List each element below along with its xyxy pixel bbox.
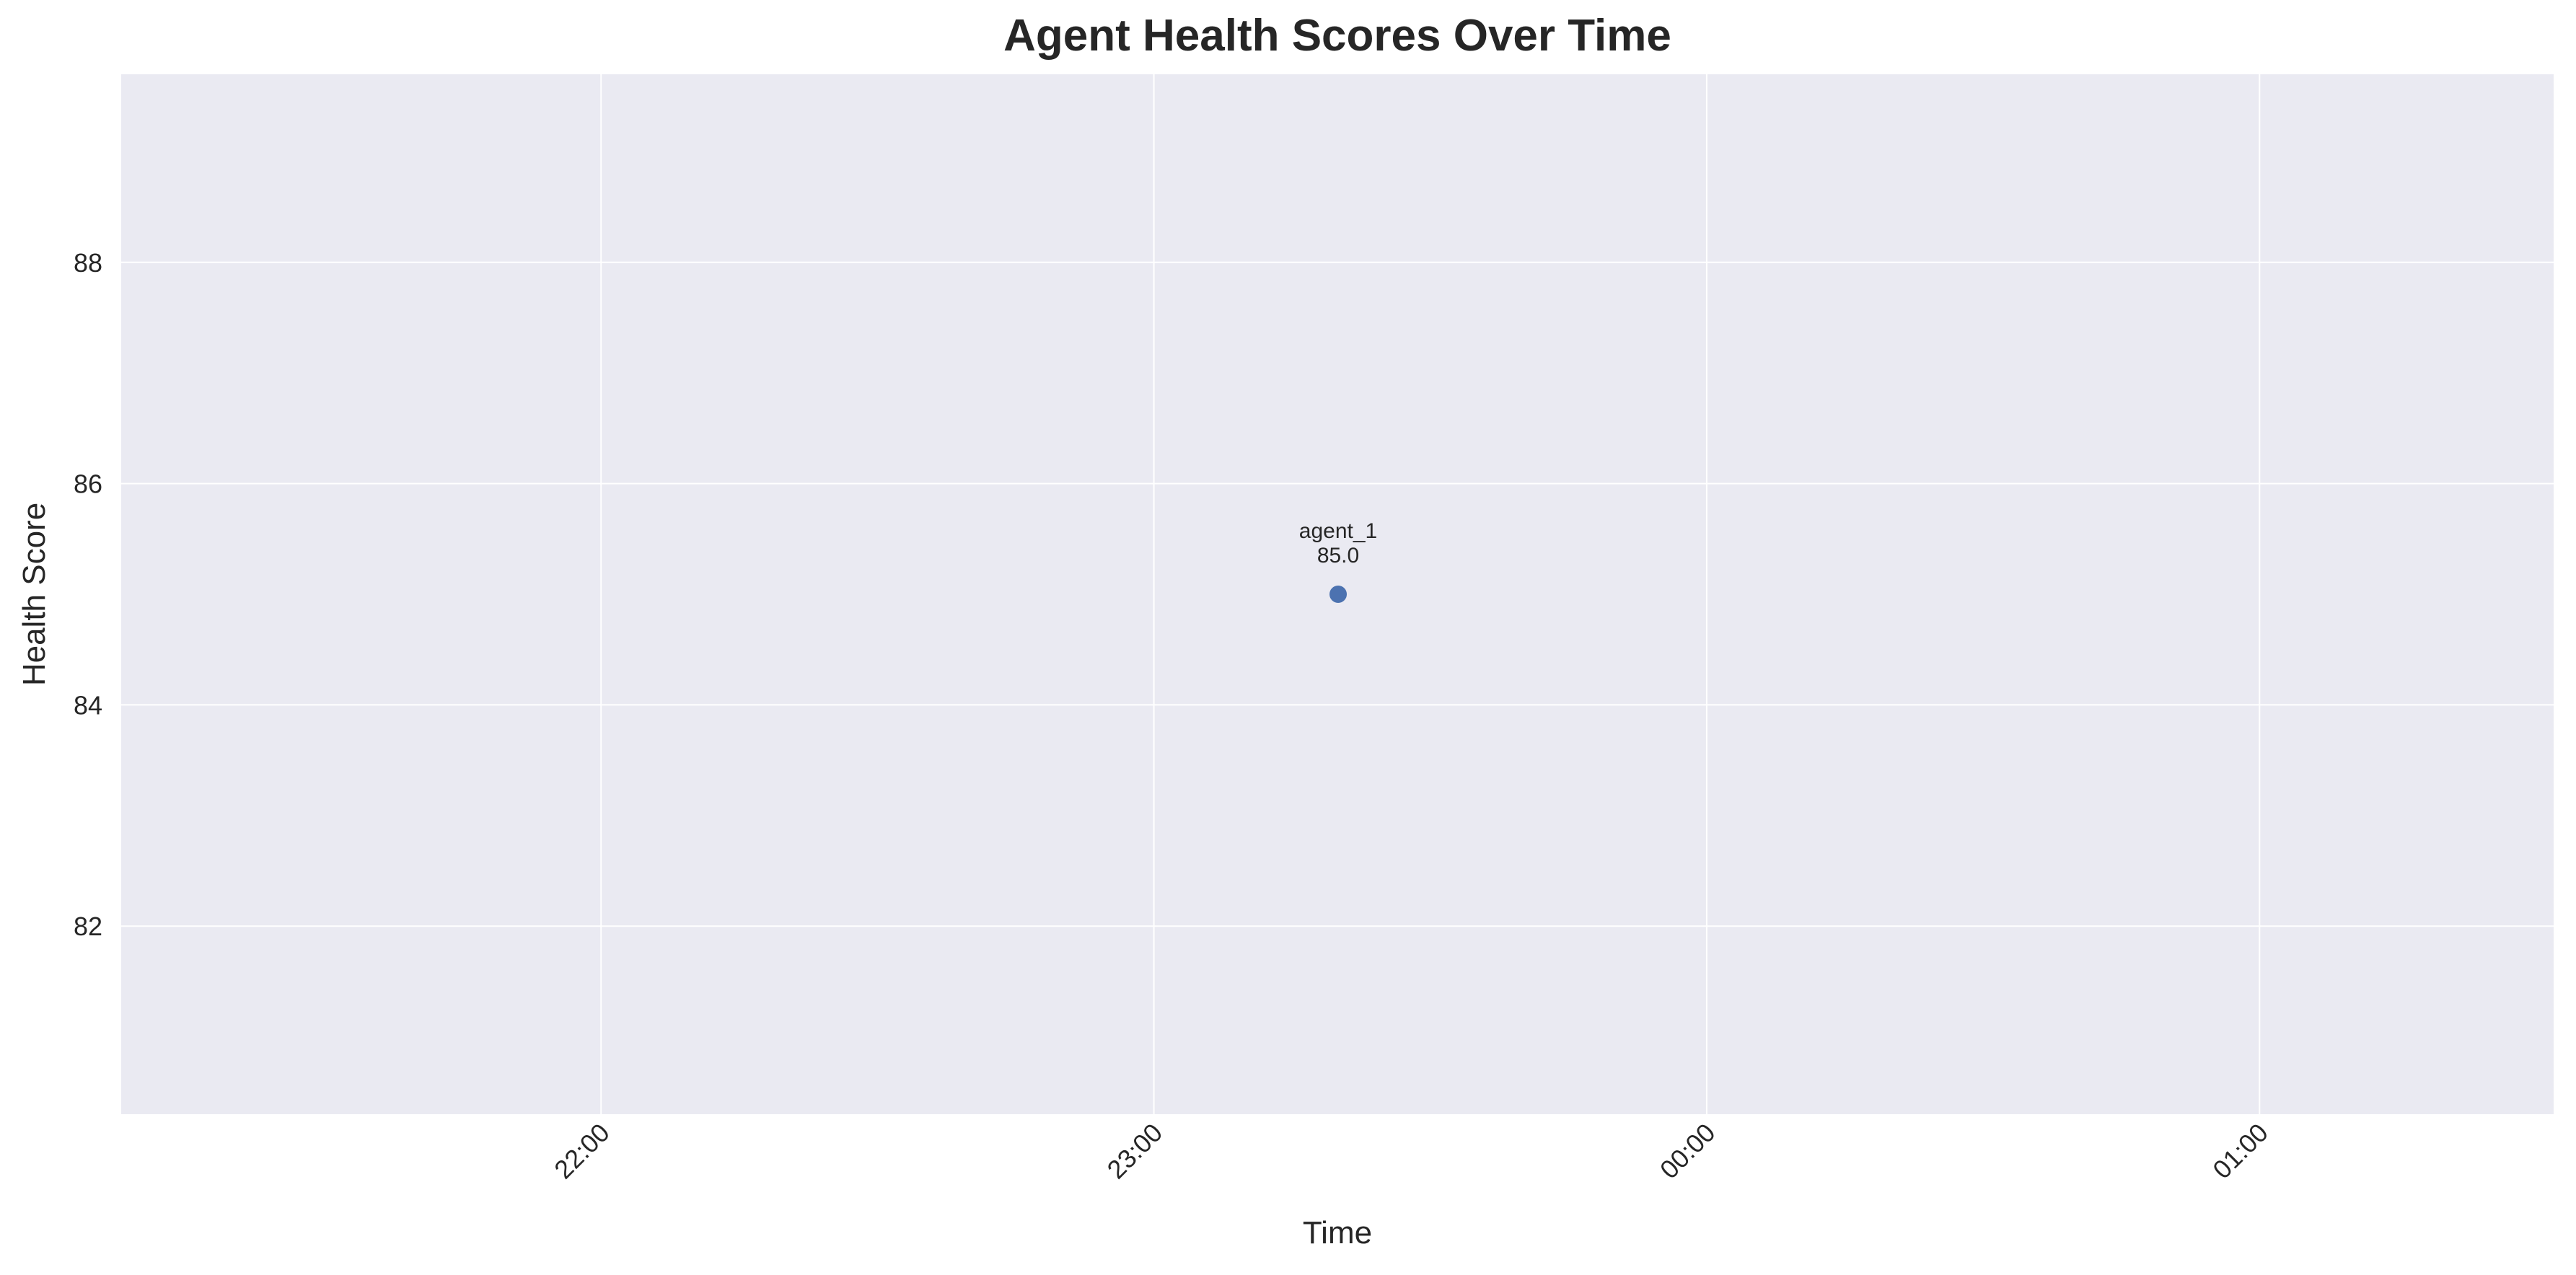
y-tick-label: 88 bbox=[74, 248, 102, 278]
y-tick-labels: 82 84 86 88 bbox=[74, 248, 102, 941]
x-tick-label: 01:00 bbox=[2207, 1118, 2274, 1185]
x-tick-label: 23:00 bbox=[1102, 1118, 1169, 1185]
point-name-label: agent_1 bbox=[1299, 519, 1377, 543]
grid-lines bbox=[121, 74, 2554, 1114]
y-tick-label: 86 bbox=[74, 469, 102, 499]
data-point bbox=[1329, 586, 1348, 603]
x-axis-label: Time bbox=[1303, 1215, 1372, 1250]
x-tick-label: 00:00 bbox=[1654, 1118, 1721, 1185]
y-tick-label: 84 bbox=[74, 690, 102, 720]
x-tick-label: 22:00 bbox=[548, 1118, 615, 1185]
chart-title: Agent Health Scores Over Time bbox=[1003, 11, 1671, 61]
x-tick-labels: 22:00 23:00 00:00 01:00 bbox=[548, 1118, 2274, 1185]
y-axis-label: Health Score bbox=[17, 503, 52, 686]
point-value-label: 85.0 bbox=[1317, 544, 1359, 568]
y-tick-label: 82 bbox=[74, 912, 102, 941]
data-marks: agent_185.0 bbox=[1299, 519, 1377, 603]
